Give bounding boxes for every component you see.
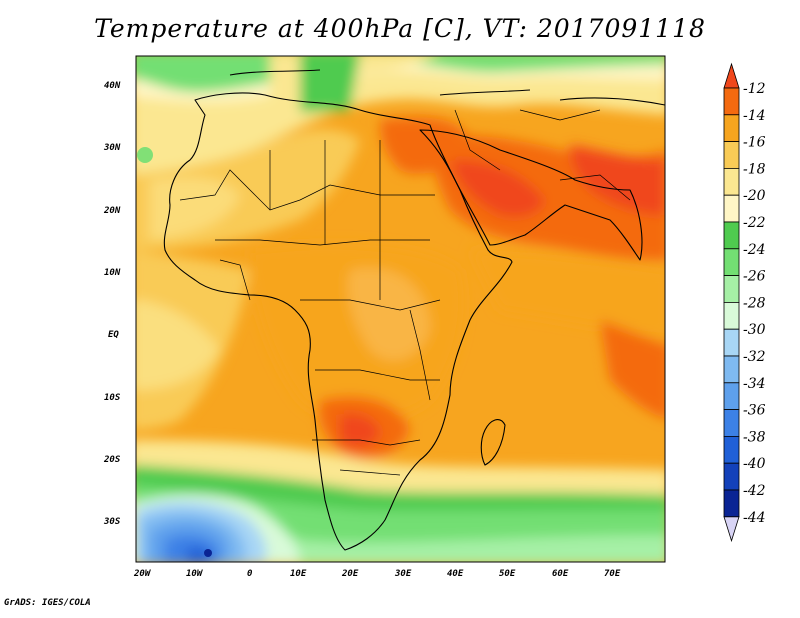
colorbar-swatch [723,248,740,277]
colorbar-swatch [723,355,740,384]
colorbar-bottom-arrow [723,516,740,543]
lon-label: 20E [341,569,359,579]
lat-label: 30S [103,517,121,527]
lon-label: 30E [394,569,412,579]
colorbar-swatch [723,141,740,169]
colorbar-label: -34 [743,376,766,392]
colorbar-swatch [723,382,740,410]
lon-label: 60E [552,569,569,579]
colorbar-label: -40 [743,456,766,472]
lon-label: 0 [247,569,253,579]
coastlines [163,69,665,551]
colorbar-label: -12 [743,81,766,97]
plot-frame [135,55,666,563]
colorbar-label: -14 [743,108,766,124]
colorbar-swatch [723,409,740,437]
colorbar-swatch [723,114,740,143]
colorbar-swatch [723,489,740,518]
colorbar-swatch [723,87,740,116]
colorbar-label: -36 [743,403,766,419]
lon-label: 20W [133,569,152,579]
credit-text: GrADS: IGES/COLA [4,598,91,608]
colorbar-swatch [723,194,740,223]
colorbar-top-arrow [723,62,740,89]
colorbar-swatch [723,275,740,303]
colorbar-swatch [723,435,740,464]
colorbar-swatch [723,462,740,491]
map-title: Temperature at 400hPa [C], VT: 201709111… [94,14,706,43]
colorbar-swatch [723,301,740,330]
lat-label: 40N [104,81,121,91]
colorbar-swatch [723,328,740,357]
lat-label: 20N [103,206,121,216]
lon-label: 40E [447,569,464,579]
colorbar-label: -32 [743,349,766,365]
colorbar-label: -28 [743,295,766,311]
lon-label: 50E [499,569,516,579]
colorbar-label: -20 [743,188,766,204]
lat-label: 30N [103,143,121,153]
lat-label: EQ [108,330,119,340]
colorbar-swatch [723,221,740,250]
lat-label: 10N [104,268,121,278]
colorbar-label: -30 [743,322,766,338]
colorbar-label: -38 [743,429,766,445]
colorbar-label: -18 [743,161,766,177]
colorbar-swatch [723,167,740,196]
lat-label: 20S [103,455,121,465]
lon-label: 10E [290,569,307,579]
latitude-axis: 40N 30N 20N 10N EQ 10S 20S 30S [103,81,121,527]
lat-label: 10S [104,393,121,403]
lon-label: 10W [186,569,204,579]
colorbar-label: -42 [743,483,766,499]
longitude-axis: 20W 10W 0 10E 20E 30E 40E 50E 60E 70E [133,569,621,579]
lon-label: 70E [604,569,621,579]
colorbar: -12 -14 -16 -18 -20 -22 -24 -26 -28 -30 -32 -34 -36 -… [723,62,766,543]
country-borders [179,109,631,476]
colorbar-label: -26 [743,269,766,285]
colorbar-label: -16 [743,135,766,151]
colorbar-label: -44 [743,510,766,526]
temperature-field [136,56,665,562]
colorbar-label: -24 [743,242,766,258]
colorbar-label: -22 [743,215,766,231]
